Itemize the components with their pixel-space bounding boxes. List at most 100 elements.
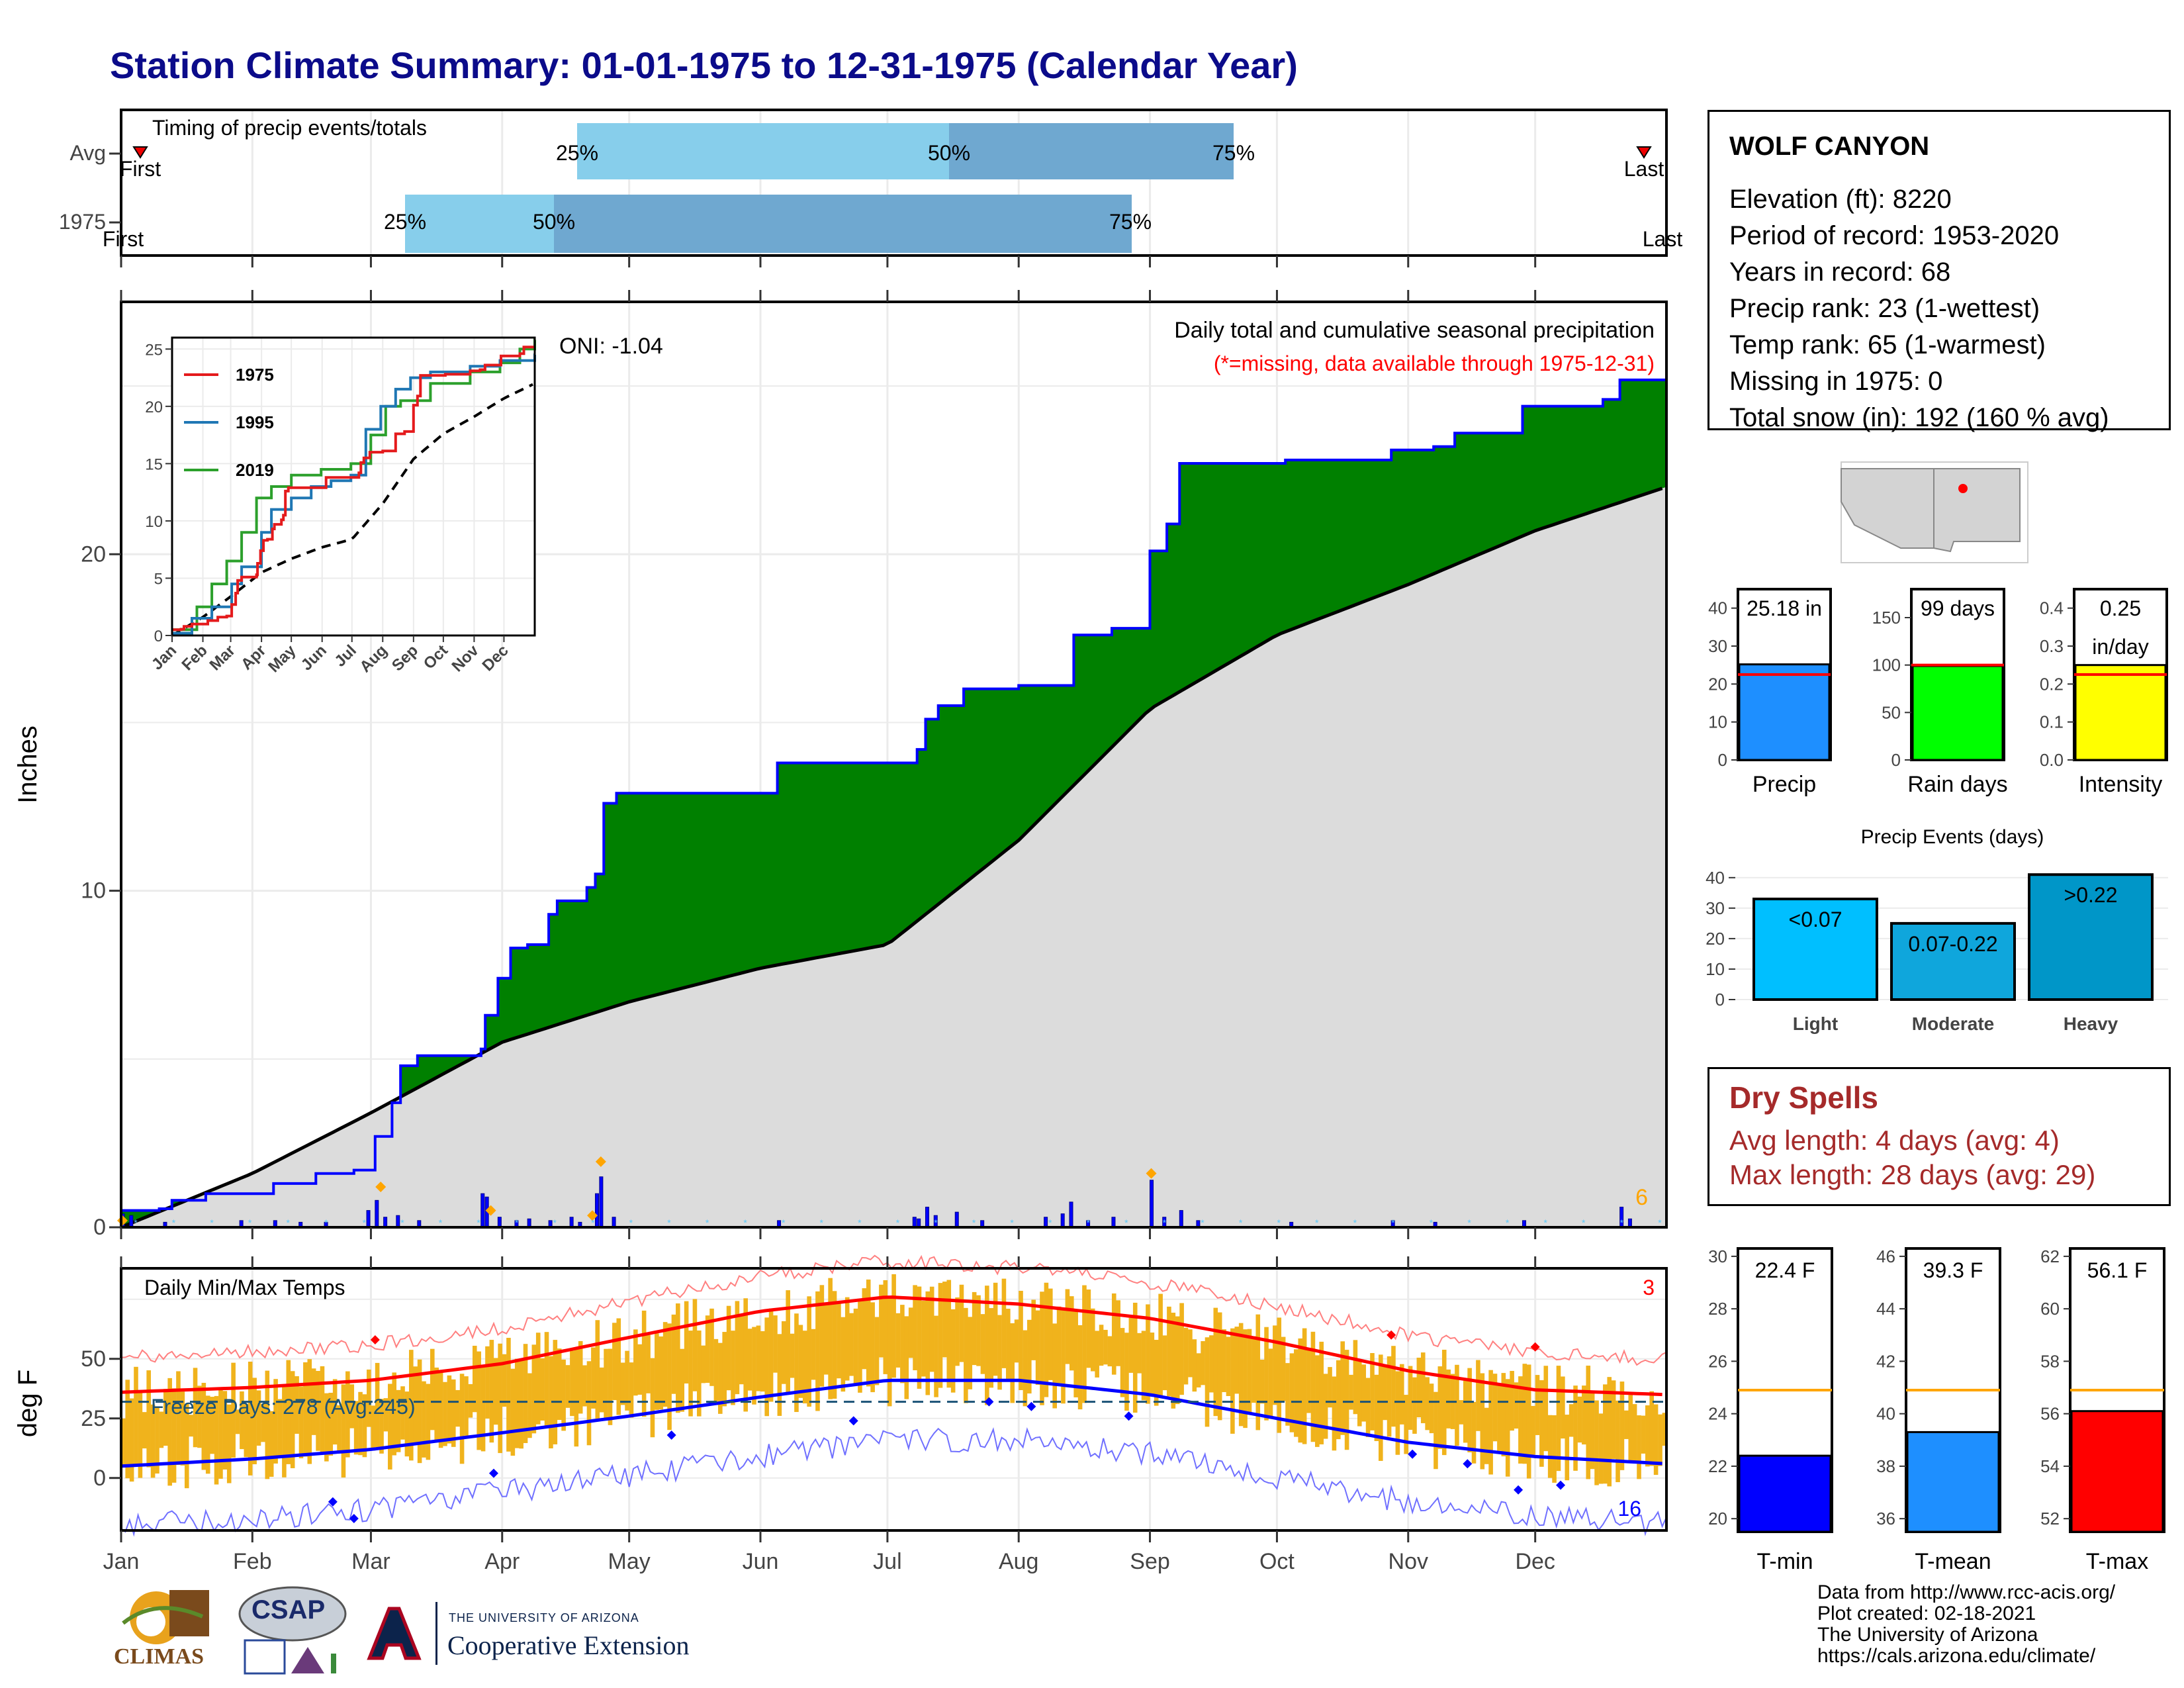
daily-temp-bar bbox=[976, 1295, 981, 1366]
daily-temp-bar bbox=[1437, 1366, 1443, 1449]
mini-bar-label: Intensity bbox=[2079, 772, 2163, 797]
daily-temp-bar bbox=[197, 1385, 202, 1448]
temp-bar-value-label: 22.4 F bbox=[1755, 1258, 1815, 1282]
temp-bar-value-label: 39.3 F bbox=[1923, 1258, 1983, 1282]
daily-temp-bar bbox=[633, 1329, 638, 1396]
record-high-marker bbox=[1530, 1342, 1540, 1352]
daily-temp-bar bbox=[650, 1358, 655, 1438]
snow-marker bbox=[485, 1205, 496, 1216]
daily-temp-bar bbox=[451, 1379, 456, 1447]
mini-bar-value bbox=[2074, 664, 2167, 761]
month-label: May bbox=[608, 1549, 651, 1574]
daily-precip-bar bbox=[396, 1215, 400, 1228]
daily-temp-bar bbox=[1255, 1314, 1261, 1430]
record-low-marker bbox=[1124, 1411, 1134, 1421]
daily-temp-bar bbox=[282, 1384, 287, 1477]
daily-temp-bar bbox=[218, 1387, 223, 1479]
temp-bar-ytick-label: 30 bbox=[1708, 1246, 1727, 1266]
daily-temp-bar bbox=[701, 1345, 706, 1383]
daily-temp-bar bbox=[1353, 1340, 1358, 1415]
daily-temp-bar bbox=[146, 1370, 151, 1468]
daily-temp-bar bbox=[637, 1344, 643, 1395]
daily-temp-bar bbox=[612, 1323, 617, 1401]
daily-temp-bar bbox=[1192, 1339, 1197, 1392]
event-bar-value: >0.22 bbox=[2064, 883, 2118, 907]
daily-temp-bar bbox=[1154, 1340, 1159, 1406]
timing-title: Timing of precip events/totals bbox=[152, 116, 427, 140]
daily-precip-bar bbox=[912, 1217, 917, 1228]
trace-marker: * bbox=[439, 1217, 443, 1228]
temp-ytick-label: 25 bbox=[81, 1406, 106, 1431]
month-label: Dec bbox=[1515, 1549, 1555, 1574]
record-low-marker bbox=[328, 1497, 338, 1507]
daily-temp-bar bbox=[929, 1286, 934, 1372]
daily-temp-bar bbox=[226, 1404, 232, 1483]
trace-marker: * bbox=[1163, 1217, 1167, 1228]
daily-precip-bar bbox=[612, 1217, 616, 1228]
daily-temp-bar bbox=[1132, 1302, 1138, 1413]
record-high-marker bbox=[370, 1335, 380, 1344]
daily-temp-bar bbox=[531, 1344, 537, 1434]
ua-big-text: Cooperative Extension bbox=[447, 1630, 690, 1660]
daily-temp-bar bbox=[1268, 1348, 1273, 1419]
daily-temp-bar bbox=[832, 1291, 837, 1399]
daily-temp-bar bbox=[950, 1309, 956, 1393]
daily-temp-bar bbox=[493, 1358, 498, 1425]
daily-temp-bar bbox=[985, 1286, 989, 1405]
daily-temp-bar bbox=[1653, 1404, 1659, 1476]
daily-precip-bar bbox=[569, 1217, 574, 1228]
daily-temp-bar bbox=[1201, 1340, 1205, 1385]
daily-temp-bar bbox=[692, 1299, 698, 1391]
daily-temp-bar bbox=[570, 1350, 574, 1417]
daily-temp-bar bbox=[510, 1368, 516, 1456]
mini-bar-value-label-2: in/day bbox=[2092, 635, 2148, 659]
climas-text: CLIMAS bbox=[114, 1644, 205, 1669]
temp-ytick-label: 0 bbox=[93, 1466, 106, 1491]
event-bar bbox=[1890, 921, 2016, 1001]
inset-frame bbox=[171, 336, 536, 637]
daily-temp-bar bbox=[1497, 1384, 1502, 1451]
daily-temp-bar bbox=[480, 1366, 486, 1452]
daily-temp-bar bbox=[261, 1403, 265, 1442]
record-low-marker bbox=[488, 1468, 498, 1478]
daily-temp-bar bbox=[862, 1288, 867, 1370]
daily-temp-bar bbox=[1370, 1353, 1375, 1430]
daily-temp-bar bbox=[1662, 1413, 1667, 1446]
daily-temp-bar bbox=[925, 1291, 931, 1395]
daily-temp-bar bbox=[904, 1316, 909, 1399]
daily-temp-bar bbox=[913, 1285, 917, 1371]
daily-precip-bar bbox=[480, 1193, 485, 1228]
daily-temp-bar bbox=[443, 1382, 447, 1446]
daily-temp-bar bbox=[756, 1325, 761, 1391]
daily-temp-bar bbox=[1230, 1328, 1235, 1434]
dry-spells-avg: Avg length: 4 days (avg: 4) bbox=[1729, 1125, 2060, 1156]
daily-temp-bar bbox=[1019, 1290, 1023, 1391]
inset-line-1975 bbox=[172, 346, 536, 632]
record-low-marker bbox=[984, 1397, 994, 1407]
snow-marker bbox=[587, 1210, 598, 1221]
snow-marker bbox=[595, 1156, 606, 1167]
trace-marker: * bbox=[363, 1217, 367, 1228]
month-label: Mar bbox=[351, 1549, 390, 1574]
daily-temp-bar bbox=[968, 1317, 973, 1389]
daily-temp-bar bbox=[1535, 1375, 1540, 1435]
mini-bar-ytick-label: 0 bbox=[1891, 750, 1901, 770]
daily-temp-bar bbox=[506, 1338, 511, 1452]
trace-marker: * bbox=[1506, 1217, 1510, 1228]
daily-temp-bar bbox=[1217, 1312, 1222, 1421]
daily-temp-bar bbox=[722, 1332, 727, 1407]
daily-temp-bar bbox=[1285, 1363, 1290, 1426]
daily-temp-bar bbox=[1103, 1329, 1108, 1365]
climas-emblem bbox=[122, 1590, 209, 1644]
daily-precip-bar bbox=[497, 1217, 502, 1228]
mini-bar-ytick-label: 20 bbox=[1708, 674, 1727, 694]
daily-precip-bar bbox=[383, 1217, 388, 1228]
daily-temp-bar bbox=[1582, 1385, 1586, 1445]
temp-bar-value-label: 56.1 F bbox=[2087, 1258, 2148, 1282]
mini-bar-ytick-label: 30 bbox=[1708, 636, 1727, 656]
daily-temp-bar bbox=[138, 1389, 143, 1478]
daily-temp-bar bbox=[697, 1330, 702, 1417]
daily-temp-bar bbox=[1408, 1366, 1413, 1430]
daily-temp-bar bbox=[997, 1315, 1002, 1390]
timing-1975-p75: 75% bbox=[1109, 210, 1152, 234]
